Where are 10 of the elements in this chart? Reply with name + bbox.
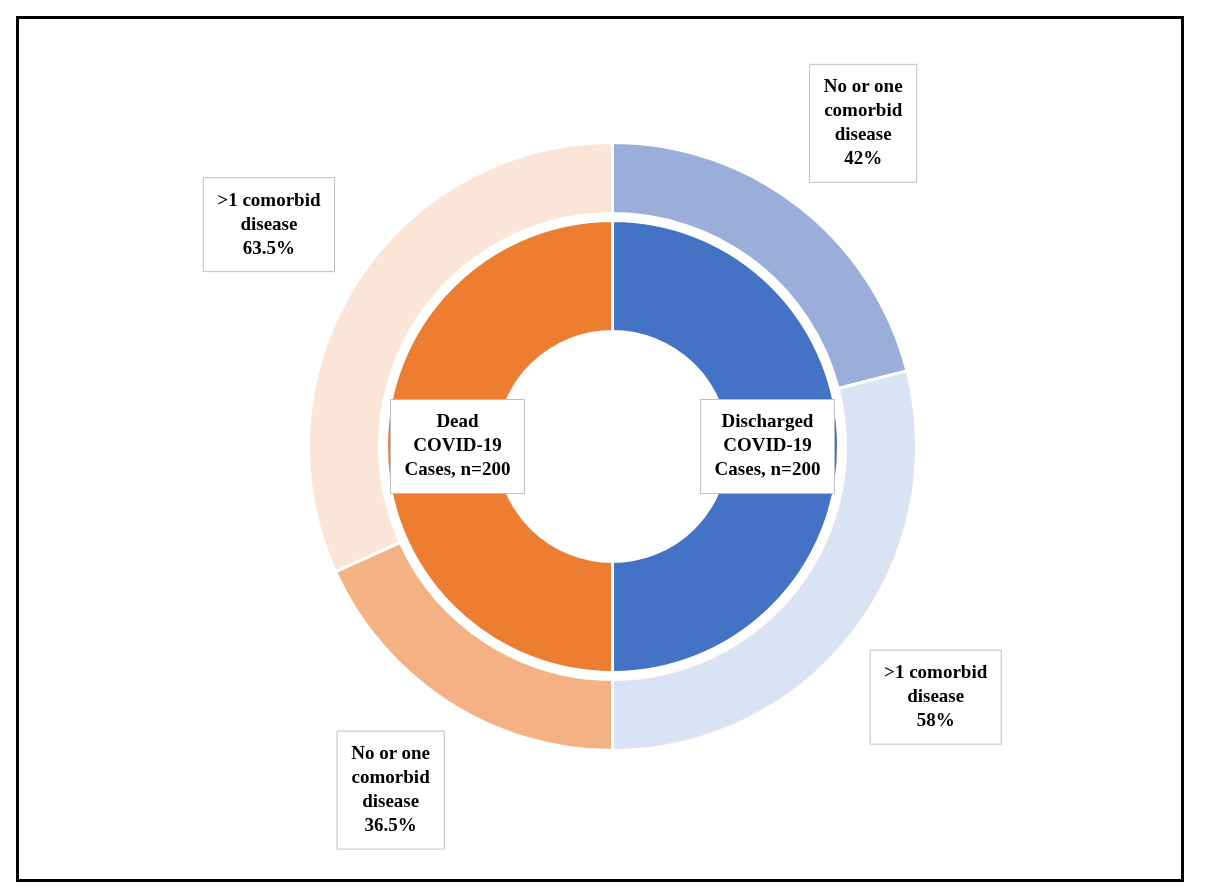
slice-label: No or one comorbid disease [351,742,431,811]
data-label: 42% [844,147,883,169]
data-label: 58% [916,709,955,731]
slice-label: >1 comorbid disease [217,188,321,234]
data-label: 36.5% [364,814,417,835]
slice-label: Dead COVID-19 Cases, n=200 [404,410,511,480]
slice-label: >1 comorbid disease [884,661,988,707]
slice-label: No or one comorbid disease [823,75,903,145]
data-label: 63.5% [242,236,296,258]
slice-label: Discharged COVID-19 Cases, n=200 [714,410,821,480]
